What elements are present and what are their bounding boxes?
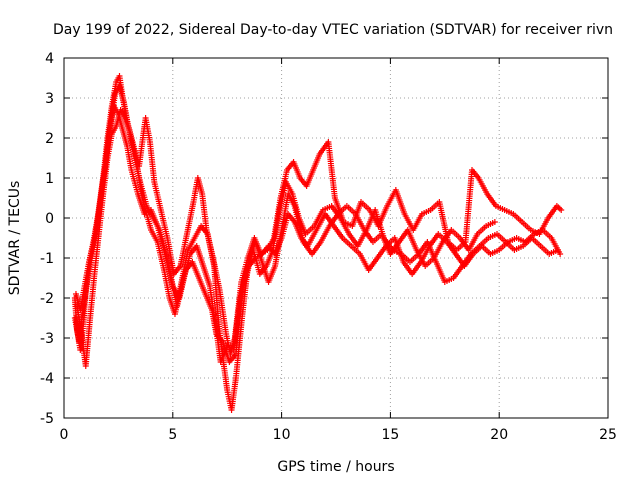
x-tick-label: 15 (381, 427, 399, 443)
x-tick-label: 25 (599, 427, 617, 443)
y-tick-label: 4 (45, 51, 54, 67)
axis-ticks (63, 57, 609, 419)
data-point (491, 219, 498, 225)
plot-frame (63, 57, 609, 419)
y-tick-label: 3 (45, 91, 54, 107)
data-points (71, 73, 565, 413)
data-point (557, 251, 564, 257)
x-tick-label: 0 (60, 427, 69, 443)
data-point (558, 207, 565, 213)
x-tick-label: 10 (273, 427, 291, 443)
x-tick-label: 5 (168, 427, 177, 443)
y-tick-label: 2 (45, 131, 54, 147)
chart-title: Day 199 of 2022, Sidereal Day-to-day VTE… (53, 22, 613, 38)
x-tick-label: 20 (490, 427, 508, 443)
y-tick-label: -1 (40, 251, 54, 267)
y-tick-label: -4 (40, 371, 54, 387)
y-tick-label: 0 (45, 211, 54, 227)
x-tick-labels: 0 5 10 15 20 25 (60, 427, 617, 443)
y-tick-labels: -5 -4 -3 -2 -1 0 1 2 3 4 (40, 51, 54, 427)
grid-lines (64, 58, 608, 418)
y-axis-label: SDTVAR / TECUs (7, 181, 23, 296)
y-tick-label: -5 (40, 411, 54, 427)
y-tick-label: -3 (40, 331, 54, 347)
x-axis-label: GPS time / hours (277, 459, 394, 475)
y-tick-label: -2 (40, 291, 54, 307)
y-tick-label: 1 (45, 171, 54, 187)
